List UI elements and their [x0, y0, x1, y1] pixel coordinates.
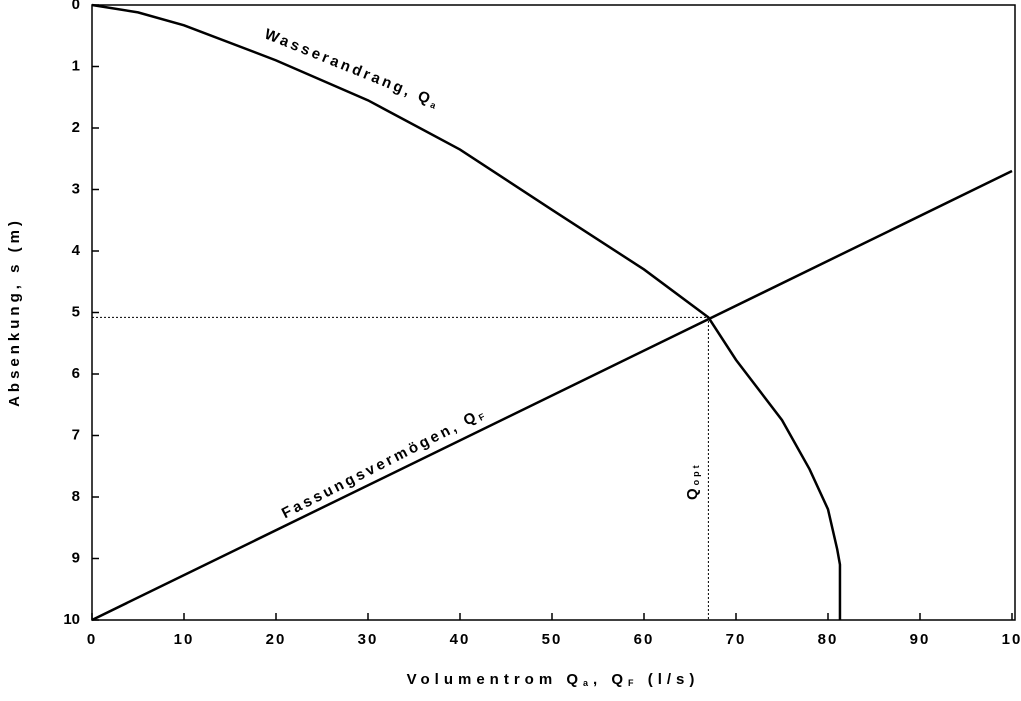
y-tick-label: 3	[72, 180, 80, 197]
subscript: a	[429, 100, 440, 112]
y-axis-label: Absenkung, s (m)	[6, 217, 23, 407]
x-tick-label: 60	[634, 631, 655, 648]
subscript: F	[628, 678, 639, 688]
x-tick-label: 0	[87, 631, 97, 648]
text-part: Volumentrom Q	[407, 671, 583, 688]
x-tick-label: 30	[358, 631, 379, 648]
plot-frame	[91, 4, 1016, 621]
x-tick-label: 80	[818, 631, 839, 648]
text-part: (l/s)	[639, 671, 700, 688]
text-part: Wasserandrang, Q	[262, 26, 435, 109]
annotation: Wasserandrang, Qa	[262, 26, 443, 113]
x-axis-label: Volumentrom Qa, QF (l/s)	[407, 671, 700, 688]
subscript: a	[583, 678, 593, 688]
y-tick-label: 1	[72, 57, 80, 74]
text-part: Fassungsvermögen, Q	[279, 408, 482, 522]
x-tick-label: 50	[542, 631, 563, 648]
y-tick-label: 5	[72, 303, 80, 320]
annotation: Fassungsvermögen, QF	[279, 404, 489, 523]
y-tick-label: 6	[72, 365, 80, 382]
y-tick-label: 7	[72, 426, 80, 443]
x-tick-label: 10	[1002, 631, 1021, 648]
y-tick-label: 8	[72, 488, 80, 505]
subscript: opt	[691, 462, 701, 485]
y-tick-label: 2	[72, 119, 80, 136]
line-series	[91, 169, 1013, 622]
text-part: Q	[684, 485, 701, 500]
x-tick-label: 70	[726, 631, 747, 648]
y-tick-label: 0	[72, 0, 80, 13]
x-tick-label: 10	[174, 631, 195, 648]
subscript: F	[477, 410, 489, 423]
y-tick-label: 10	[63, 611, 80, 628]
line-series	[91, 3, 842, 620]
y-tick-label: 9	[72, 549, 80, 566]
annotation: Qopt	[684, 462, 701, 500]
text-part: , Q	[593, 671, 628, 688]
x-tick-label: 40	[450, 631, 471, 648]
x-tick-label: 20	[266, 631, 287, 648]
y-tick-label: 4	[72, 242, 81, 259]
x-tick-label: 90	[910, 631, 931, 648]
